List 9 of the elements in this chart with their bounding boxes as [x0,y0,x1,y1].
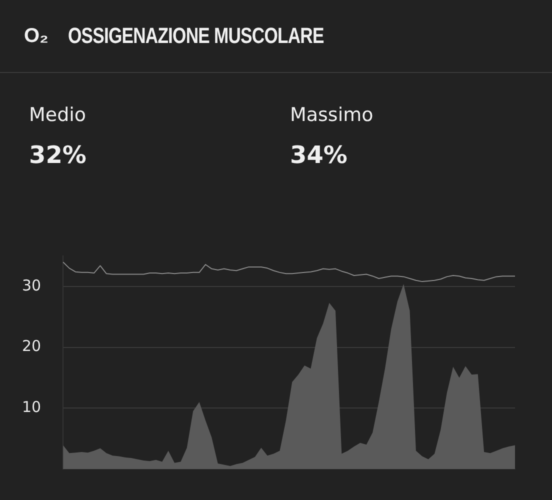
text: 34% [290,141,348,169]
text: O₂ [24,24,48,48]
text: Medio [29,104,86,126]
y-tick-label: 10 [22,398,42,416]
y-tick-label: 30 [22,276,42,294]
y-tick-label: 20 [22,337,42,356]
chart-title: OSSIGENAZIONE MUSCOLARE [68,23,324,49]
text: Massimo [290,104,374,126]
text: 32% [29,141,86,169]
